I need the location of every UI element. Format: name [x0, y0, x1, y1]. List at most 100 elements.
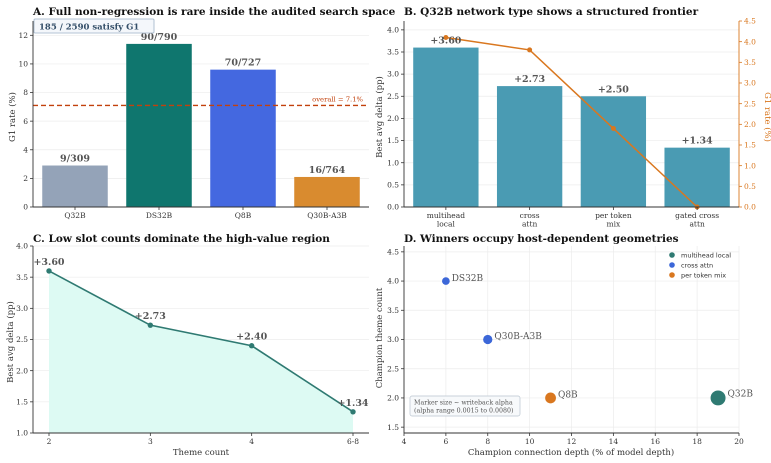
panel-b: B. Q32B network type shows a structured …	[374, 6, 771, 229]
panel-b-bar	[413, 47, 479, 208]
panel-d-points	[442, 277, 726, 406]
panel-c-y-tick-label: 3.0	[16, 304, 28, 313]
panel-d-y-tick-label: 2.5	[387, 364, 399, 373]
panel-d-title: D. Winners occupy host-dependent geometr…	[404, 233, 679, 245]
panel-d-y-tick-label: 2.0	[387, 394, 399, 403]
panel-c-y-tick-label: 4.0	[16, 242, 28, 251]
panel-d-note-line-1: Marker size ~ writeback alpha	[414, 400, 513, 407]
panel-a-bar-label: 16/764	[309, 165, 346, 176]
panel-d-x-tick-label: 10	[525, 437, 535, 446]
panel-d-legend-marker	[669, 252, 675, 258]
panel-b-y2-tick-label: 1.5	[744, 141, 756, 150]
panel-c-y-tick-label: 2.5	[16, 335, 28, 344]
panel-d-x-tick-label: 14	[609, 437, 619, 446]
panel-b-bars	[413, 47, 730, 208]
panel-c-point	[350, 409, 356, 415]
panel-c-point-label: +1.34	[337, 398, 368, 409]
panel-d-point-label: DS32B	[452, 274, 484, 284]
panel-d-legend-marker	[669, 262, 675, 268]
panel-b-y-tick-label: 0.0	[387, 203, 399, 212]
panel-b-x-tick-label: cross	[520, 211, 540, 220]
panel-a-bar	[42, 165, 108, 207]
panel-b-x-tick-label: attn	[522, 220, 537, 229]
panel-c-point-label: +2.73	[135, 311, 166, 322]
panel-d-x-tick-label: 6	[443, 437, 448, 446]
panel-a-reference-label: overall = 7.1%	[312, 95, 363, 103]
panel-d-y-tick-label: 3.5	[387, 306, 399, 315]
panel-c-point	[46, 268, 52, 274]
panel-d-point-labels: DS32B Q30B-A3B Q8B Q32B	[452, 274, 754, 400]
panel-d-point	[545, 392, 556, 404]
panel-a-y-tick-label: 2	[23, 174, 28, 183]
panel-d-y-ticks: 1.5 2.0 2.5 3.0 3.5 4.0 4.5	[387, 247, 404, 432]
panel-a-bar	[126, 43, 192, 208]
panel-b-x-tick-label: multihead	[427, 211, 465, 220]
panel-d-point-label: Q30B-A3B	[494, 332, 542, 342]
panel-a-axes	[32, 21, 369, 208]
panel-b-y2-tick-label: 4.5	[744, 17, 756, 26]
panel-d-point-label: Q32B	[728, 390, 754, 400]
panel-d-point	[442, 277, 450, 285]
panel-c-x-ticks: 2 3 4 6-8	[47, 433, 359, 446]
panel-b-y-tick-label: 2.5	[387, 92, 399, 101]
panel-b-x-tick-label: gated cross	[675, 211, 719, 220]
panel-a-bar-label: 90/790	[141, 32, 178, 43]
panel-b-bar-label: +2.50	[598, 84, 629, 95]
panel-b-x-tick-label: attn	[689, 220, 704, 229]
panel-d-y-tick-label: 4.0	[387, 277, 399, 286]
panel-a-bar	[210, 69, 276, 208]
panel-a-y-tick-label: 10	[18, 60, 28, 69]
panel-b-y-tick-label: 1.5	[387, 136, 399, 145]
panel-a-x-tick-label: DS32B	[146, 211, 173, 220]
panel-b-y2-tick-label: 1.0	[744, 161, 756, 170]
panel-a-bar-labels: 9/309 90/790 70/727 16/764	[60, 32, 346, 176]
panel-b-g1-rate-point	[610, 125, 616, 131]
panel-d-legend-label: cross attn	[681, 261, 713, 269]
panel-b-y-ticks: 0.0 0.5 1.0 1.5 2.0 2.5 3.0 3.5 4.0	[387, 25, 404, 212]
panel-b-x-tick-label: per token	[595, 211, 632, 220]
panel-c-x-tick-label: 6-8	[347, 437, 359, 446]
panel-c-point-labels: +3.60 +2.73 +2.40 +1.34	[33, 257, 368, 409]
panel-d-note-line-2: (alpha range 0.0015 to 0.0080)	[414, 408, 514, 415]
panel-b-bar-labels: +3.60 +2.73 +2.50 +1.34	[430, 36, 713, 147]
panel-d-note-box	[409, 395, 521, 417]
panel-a-badge-box	[33, 18, 155, 34]
panel-b-bar-label: +3.60	[430, 36, 461, 47]
panel-c-point-label: +2.40	[236, 332, 267, 343]
panel-b-x-tick-label: mix	[607, 220, 622, 229]
panel-a-x-ticks: Q32B DS32B Q8B Q30B-A3B	[64, 207, 347, 220]
panel-c-y-tick-label: 2.0	[16, 366, 28, 375]
panel-b-g1-rate-point	[527, 47, 533, 53]
panel-c-x-tick-label: 2	[47, 437, 52, 446]
panel-b-y-axis-label: Best avg delta (pp)	[374, 76, 385, 158]
panel-d-x-tick-label: 20	[734, 437, 744, 446]
panel-d-legend-label: per token mix	[681, 271, 726, 279]
panel-a-y-ticks: 0 2 4 6 8 10 12	[18, 31, 33, 212]
panel-d-point	[710, 390, 726, 406]
panel-c-point	[248, 343, 255, 349]
panel-b-y-tick-label: 3.0	[387, 70, 399, 79]
panel-b-y-tick-label: 3.5	[387, 48, 399, 57]
panel-b-bar	[496, 86, 563, 207]
panel-b-bar-label: +1.34	[682, 136, 713, 147]
panel-b-y2-tick-label: 3.0	[744, 79, 756, 88]
panel-a-y-axis-label: G1 rate (%)	[7, 92, 18, 142]
panel-b-y2-tick-label: 0.5	[744, 182, 756, 191]
panel-a-title: A. Full non-regression is rare inside th…	[32, 6, 396, 18]
panel-d-gridlines	[403, 246, 740, 433]
panel-b-y2-ticks: 0.0 0.5 1.0 1.5 2.0 2.5 3.0 3.5 4.0 4.5	[739, 17, 756, 212]
panel-b-g1-rate-line	[443, 35, 700, 210]
panel-a-bar-label: 9/309	[60, 154, 90, 165]
panel-a-y-tick-label: 12	[18, 31, 28, 40]
panel-b-x-tick-label: local	[437, 220, 456, 229]
panel-d-legend: multihead local cross attn per token mix	[669, 251, 731, 279]
panel-b-y2-tick-label: 0.0	[744, 203, 756, 212]
panel-d-x-tick-label: 4	[402, 437, 407, 446]
panel-c-x-tick-label: 4	[249, 437, 254, 446]
panel-b-g1-rate-point	[443, 35, 449, 41]
panel-b-y2-tick-label: 2.0	[744, 120, 756, 129]
panel-b-y2-tick-label: 4.0	[744, 37, 756, 46]
panel-b-y-tick-label: 4.0	[387, 25, 399, 34]
